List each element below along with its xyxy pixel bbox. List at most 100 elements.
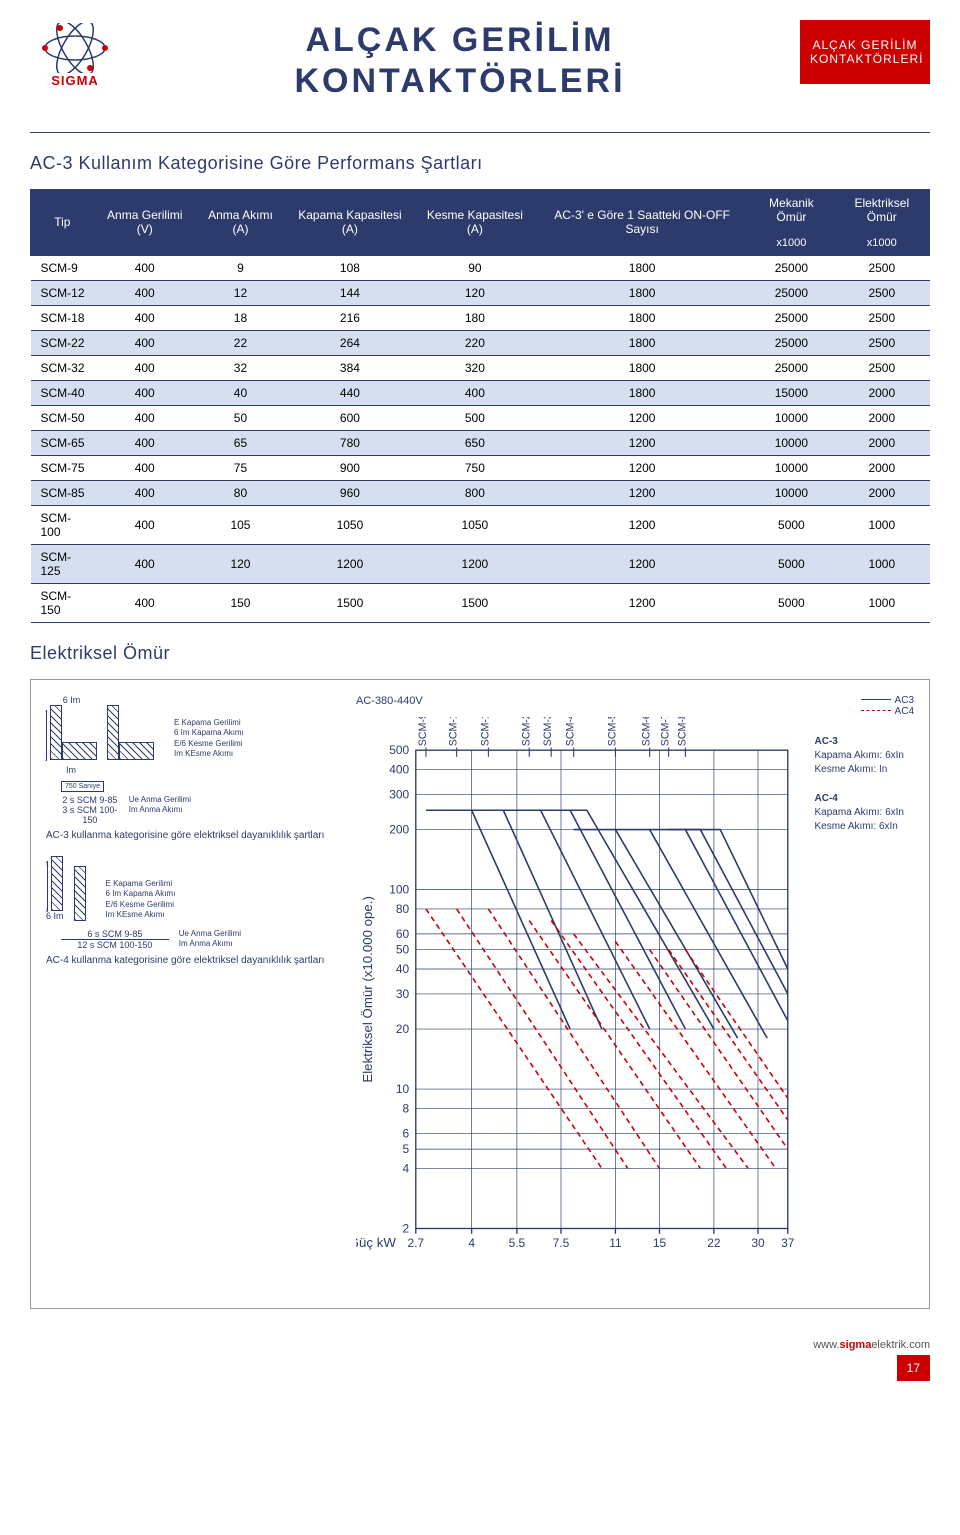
svg-text:5: 5 <box>403 1142 410 1156</box>
leg-e-1: E Kapama Gerilimi <box>174 718 244 728</box>
svg-text:SCM-50: SCM-50 <box>606 717 618 746</box>
svg-text:SCM-12: SCM-12 <box>448 717 460 746</box>
leg-e6-1: E/6 Kesme Gerilimi <box>174 739 244 749</box>
th-x1000-2: x1000 <box>834 230 929 255</box>
dim-12s: 12 s SCM 100-150 <box>61 939 169 950</box>
svg-text:40: 40 <box>396 962 410 976</box>
title-line1: ALÇAK GERİLİM <box>135 20 785 61</box>
leg-e6-2: E/6 Kesme Gerilimi <box>106 900 176 910</box>
svg-text:22: 22 <box>707 1236 721 1250</box>
svg-text:Güç kW: Güç kW <box>356 1235 396 1250</box>
leg-im-1: Im KEsme Akımı <box>174 749 244 759</box>
page-number: 17 <box>897 1355 930 1381</box>
svg-text:11: 11 <box>609 1236 622 1250</box>
caption-ac3: AC-3 kullanma kategorisine göre elektrik… <box>46 830 336 841</box>
chart-side-labels: AC-3 Kapama Akımı: 6xIn Kesme Akımı: In … <box>815 735 905 849</box>
svg-text:37: 37 <box>781 1236 795 1250</box>
logo: SIGMA <box>30 20 120 90</box>
performance-table: Tip Anma Gerilimi (V) Anma Akımı (A) Kap… <box>30 189 930 623</box>
svg-text:400: 400 <box>389 762 409 776</box>
svg-text:6: 6 <box>403 1126 410 1140</box>
svg-text:200: 200 <box>389 822 409 836</box>
svg-text:300: 300 <box>389 787 409 801</box>
svg-text:SCM-22: SCM-22 <box>520 717 532 746</box>
th-mekanik: Mekanik Ömür <box>749 189 834 230</box>
table-row: SCM-10040010510501050120050001000 <box>31 505 930 544</box>
svg-text:2: 2 <box>403 1221 410 1235</box>
table-row: SCM-94009108901800250002500 <box>31 255 930 280</box>
svg-text:SCM-9: SCM-9 <box>417 717 429 746</box>
svg-text:30: 30 <box>396 986 410 1000</box>
page-footer: www.sigmaelektrik.com 17 <box>30 1339 930 1381</box>
legend-ac4: AC4 <box>895 706 914 717</box>
table-row: SCM-12400121441201800250002500 <box>31 280 930 305</box>
leg-ue-1: Ue Anma Gerilimi <box>129 795 191 805</box>
svg-text:SCM-18: SCM-18 <box>479 717 491 746</box>
svg-text:5.5: 5.5 <box>509 1236 526 1250</box>
leg-6im-2: 6 Im Kapama Akımı <box>106 889 176 899</box>
side-ac3-kesme: Kesme Akımı: In <box>815 763 905 777</box>
chart-voltage-label: AC-380-440V <box>356 695 423 712</box>
table-row: SCM-15040015015001500120050001000 <box>31 583 930 622</box>
page-title: ALÇAK GERİLİM KONTAKTÖRLERİ <box>135 20 785 102</box>
svg-text:100: 100 <box>389 882 409 896</box>
title-line2: KONTAKTÖRLERİ <box>135 61 785 102</box>
dim-2s: 2 s SCM 9-85 <box>61 795 119 805</box>
svg-text:15: 15 <box>653 1236 667 1250</box>
svg-text:50: 50 <box>396 942 410 956</box>
table-row: SCM-22400222642201800250002500 <box>31 330 930 355</box>
badge-line2: KONTAKTÖRLERİ <box>810 52 920 66</box>
svg-text:80: 80 <box>396 902 410 916</box>
svg-text:8: 8 <box>403 1101 410 1115</box>
svg-text:4: 4 <box>468 1236 475 1250</box>
leg-im-2: Im KEsme Akımı <box>106 910 176 920</box>
table-row: SCM-65400657806501200100002000 <box>31 430 930 455</box>
table-row: SCM-75400759007501200100002000 <box>31 455 930 480</box>
footer-url: www.sigmaelektrik.com <box>30 1339 930 1351</box>
dim-saniye: 750 Saniye <box>61 781 104 792</box>
svg-text:7.5: 7.5 <box>553 1236 570 1250</box>
svg-text:SCM-85: SCM-85 <box>676 717 688 746</box>
header-badge: ALÇAK GERİLİM KONTAKTÖRLERİ <box>800 20 930 84</box>
badge-line1: ALÇAK GERİLİM <box>810 38 920 52</box>
th-kesme: Kesme Kapasitesi (A) <box>414 189 535 255</box>
leg-im2-1: Im Anma Akımı <box>129 805 191 815</box>
waveform-diagrams: 6 Im ↑ ↓ <box>46 695 336 1293</box>
logo-atom-icon <box>40 23 110 73</box>
svg-text:SCM-65: SCM-65 <box>641 717 653 746</box>
th-kapama: Kapama Kapasitesi (A) <box>286 189 414 255</box>
dim-6s: 6 s SCM 9-85 <box>61 929 169 939</box>
svg-text:Elektriksel Ömür (x10.000 ope.: Elektriksel Ömür (x10.000 ope.) <box>360 896 375 1083</box>
svg-text:60: 60 <box>396 926 410 940</box>
side-ac3-kapama: Kapama Akımı: 6xIn <box>815 749 905 763</box>
svg-text:500: 500 <box>389 743 409 757</box>
th-tip: Tip <box>31 189 95 255</box>
chart-container: 6 Im ↑ ↓ <box>30 679 930 1309</box>
life-chart: AC-380-440V AC3 AC4 50040030020010080605… <box>356 695 914 1293</box>
chart-section-title: Elektriksel Ömür <box>30 643 930 664</box>
table-row: SCM-85400809608001200100002000 <box>31 480 930 505</box>
side-ac4-kapama: Kapama Akımı: 6xIn <box>815 806 905 820</box>
svg-text:30: 30 <box>751 1236 765 1250</box>
svg-text:4: 4 <box>403 1161 410 1175</box>
svg-text:SCM-32: SCM-32 <box>542 717 554 746</box>
table-row: SCM-12540012012001200120050001000 <box>31 544 930 583</box>
table-row: SCM-50400506005001200100002000 <box>31 405 930 430</box>
th-gerilim: Anma Gerilimi (V) <box>94 189 195 255</box>
leg-e-2: E Kapama Gerilimi <box>106 879 176 889</box>
side-ac4-title: AC-4 <box>815 792 905 806</box>
leg-im2-2: Im Anma Akımı <box>179 939 241 949</box>
th-elektriksel: Elektriksel Ömür <box>834 189 929 230</box>
svg-text:SCM-75: SCM-75 <box>660 717 672 746</box>
side-ac4-kesme: Kesme Akımı: 6xIn <box>815 820 905 834</box>
svg-text:2.7: 2.7 <box>407 1236 424 1250</box>
page-header: SIGMA ALÇAK GERİLİM KONTAKTÖRLERİ ALÇAK … <box>30 20 930 102</box>
dim-3s: 3 s SCM 100-150 <box>61 805 119 825</box>
leg-6im-1: 6 Im Kapama Akımı <box>174 728 244 738</box>
svg-text:10: 10 <box>396 1082 410 1096</box>
th-onoff: AC-3' e Göre 1 Saatteki ON-OFF Sayısı <box>536 189 749 255</box>
table-row: SCM-18400182161801800250002500 <box>31 305 930 330</box>
header-divider <box>30 132 930 133</box>
table-section-title: AC-3 Kullanım Kategorisine Göre Performa… <box>30 153 930 174</box>
caption-ac4: AC-4 kullanma kategorisine göre elektrik… <box>46 955 336 966</box>
